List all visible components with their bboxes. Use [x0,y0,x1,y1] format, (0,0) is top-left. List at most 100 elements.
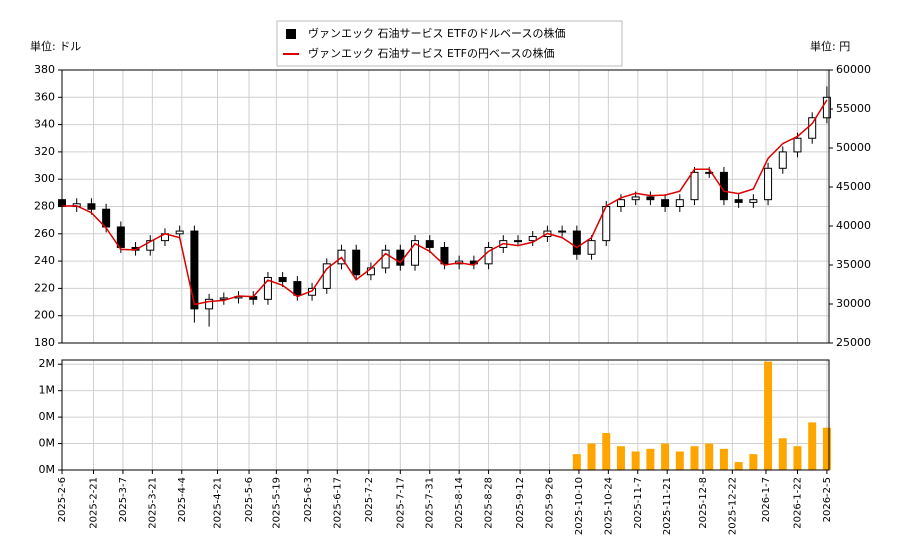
x-tick-label: 2025-10-10 [574,477,585,535]
x-tick-label: 2026-1-22 [792,477,803,529]
candle-body [278,276,287,283]
volume-bar [719,448,728,470]
candle-body [116,226,125,248]
volume-bar [749,454,758,470]
x-tick-label: 2025-6-17 [332,477,343,529]
candle-body [175,230,184,235]
candle-body [440,246,449,265]
candle-body [190,230,199,310]
candle-body [646,196,655,201]
x-tick-label: 2025-11-21 [662,477,673,535]
candle-body [263,276,272,300]
candle-body [734,199,743,203]
candle-body [425,240,434,248]
legend-marker [286,29,296,39]
volume-bar [572,454,581,470]
y-tick-label: 340 [34,118,55,131]
x-tick-label: 2025-6-3 [303,477,314,522]
candle-body [146,240,155,251]
candle-body [705,171,714,174]
y-tick-label: 320 [34,145,55,158]
candle-body [528,236,537,242]
legend-label: ヴァンエック 石油サービス ETFのドルベースの株価 [308,26,565,40]
candle-body [102,208,111,228]
y-tick-label: 380 [34,63,55,76]
y-tick-label: 0M [39,463,56,476]
volume-bar [808,422,817,470]
x-tick-label: 2025-7-2 [364,477,375,522]
x-tick-label: 2025-9-12 [515,477,526,529]
x-tick-label: 2025-3-7 [118,477,129,522]
candle-body [87,203,96,210]
candle-body [719,171,728,201]
candle-body [764,167,773,201]
legend-box [276,20,623,67]
candle-body [587,240,596,255]
y-tick-label: 0M [39,437,56,450]
volume-bar [734,462,743,470]
volume-bar [778,438,787,470]
x-tick-label: 2025-5-19 [271,477,282,529]
volume-bar [764,361,773,470]
volume-bar [631,451,640,470]
candle-body [793,137,802,153]
volume-bar [587,443,596,470]
price-line [61,99,828,306]
y-tick-label: 260 [34,227,55,240]
volume-bar [793,446,802,470]
x-tick-label: 2025-11-7 [633,477,644,529]
candle-body [690,171,699,201]
plot-frame [61,359,830,471]
candle-body [808,117,817,139]
y-tick-label: 280 [34,200,55,213]
candle-body [513,240,522,243]
candle-body [822,96,831,119]
x-tick-label: 2025-8-28 [484,477,495,529]
volume-bar [822,427,831,470]
x-tick-label: 2025-4-21 [213,477,224,529]
candle-body [381,249,390,269]
volume-bar [602,432,611,470]
x-tick-label: 2026-1-7 [761,477,772,522]
x-tick-label: 2025-10-24 [603,477,614,535]
candle-body [778,151,787,169]
x-tick-label: 2025-7-31 [425,477,436,529]
y-tick-label: 220 [34,281,55,294]
y2-tick-label: 45000 [836,180,871,193]
y2-tick-label: 60000 [836,63,871,76]
volume-bar [646,448,655,470]
y2-tick-label: 50000 [836,141,871,154]
y2-tick-label: 25000 [836,336,871,349]
y-tick-label: 360 [34,90,55,103]
x-tick-label: 2025-4-4 [177,477,188,522]
x-tick-label: 2025-9-26 [545,477,556,529]
y-tick-label: 180 [34,336,55,349]
y2-unit-label: 単位: 円 [810,39,850,53]
y2-tick-label: 30000 [836,297,871,310]
volume-bar [705,443,714,470]
y-tick-label: 2M [39,357,56,370]
x-tick-label: 2025-3-21 [147,477,158,529]
x-tick-label: 2025-2-21 [89,477,100,529]
candle-body [352,249,361,276]
legend-label: ヴァンエック 石油サービス ETFの円ベースの株価 [308,46,554,60]
candle-body [675,199,684,208]
y2-tick-label: 35000 [836,258,871,271]
volume-bar [661,443,670,470]
x-tick-label: 2026-2-5 [822,477,833,522]
volume-bar [616,446,625,470]
x-tick-label: 2025-8-14 [454,477,465,529]
y-tick-label: 300 [34,172,55,185]
candle-body [293,281,302,296]
x-tick-label: 2025-12-8 [698,477,709,529]
volume-bar [690,446,699,470]
x-tick-label: 2025-7-17 [395,477,406,529]
x-tick-label: 2025-5-6 [244,477,255,522]
candle-body [631,196,640,201]
candle-body [749,199,758,203]
plot-frame [61,69,830,344]
x-tick-label: 2025-2-6 [57,477,68,522]
volume-bar [675,451,684,470]
